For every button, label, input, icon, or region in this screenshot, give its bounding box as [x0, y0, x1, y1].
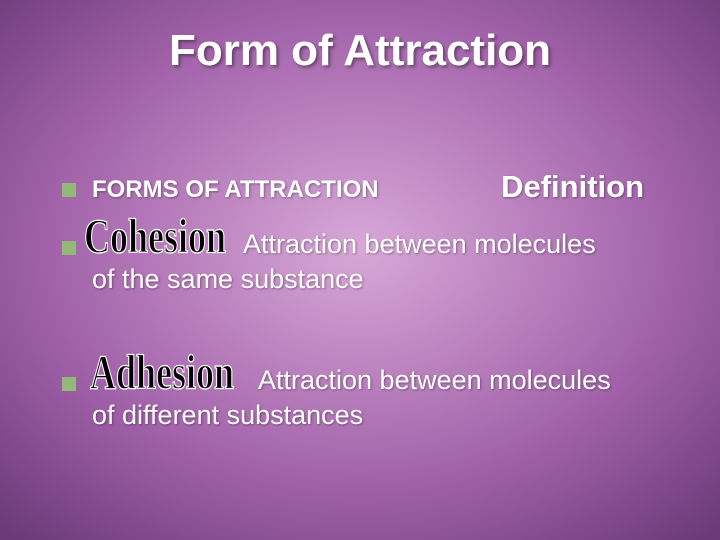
svg-text:Adhesion: Adhesion — [90, 352, 234, 400]
bullet-icon — [62, 241, 76, 255]
forms-label: FORMS OF ATTRACTION — [92, 176, 379, 204]
cohesion-desc-line1: Attraction between molecules — [243, 229, 683, 260]
adhesion-desc-line1: Attraction between molecules — [258, 365, 698, 396]
slide-title: Form of Attraction — [0, 26, 720, 76]
cohesion-wordart: Cohesion — [84, 216, 244, 266]
slide-content: Form of Attraction FORMS OF ATTRACTION D… — [0, 0, 720, 540]
cohesion-desc-line2: of the same substance — [92, 264, 364, 295]
slide: Form of Attraction FORMS OF ATTRACTION D… — [0, 0, 720, 540]
adhesion-desc-line2: of different substances — [92, 400, 363, 431]
bullet-icon — [62, 377, 76, 391]
svg-text:Cohesion: Cohesion — [84, 216, 226, 264]
bullet-icon — [62, 183, 76, 197]
definition-heading: Definition — [501, 169, 644, 205]
adhesion-wordart: Adhesion — [90, 352, 260, 402]
